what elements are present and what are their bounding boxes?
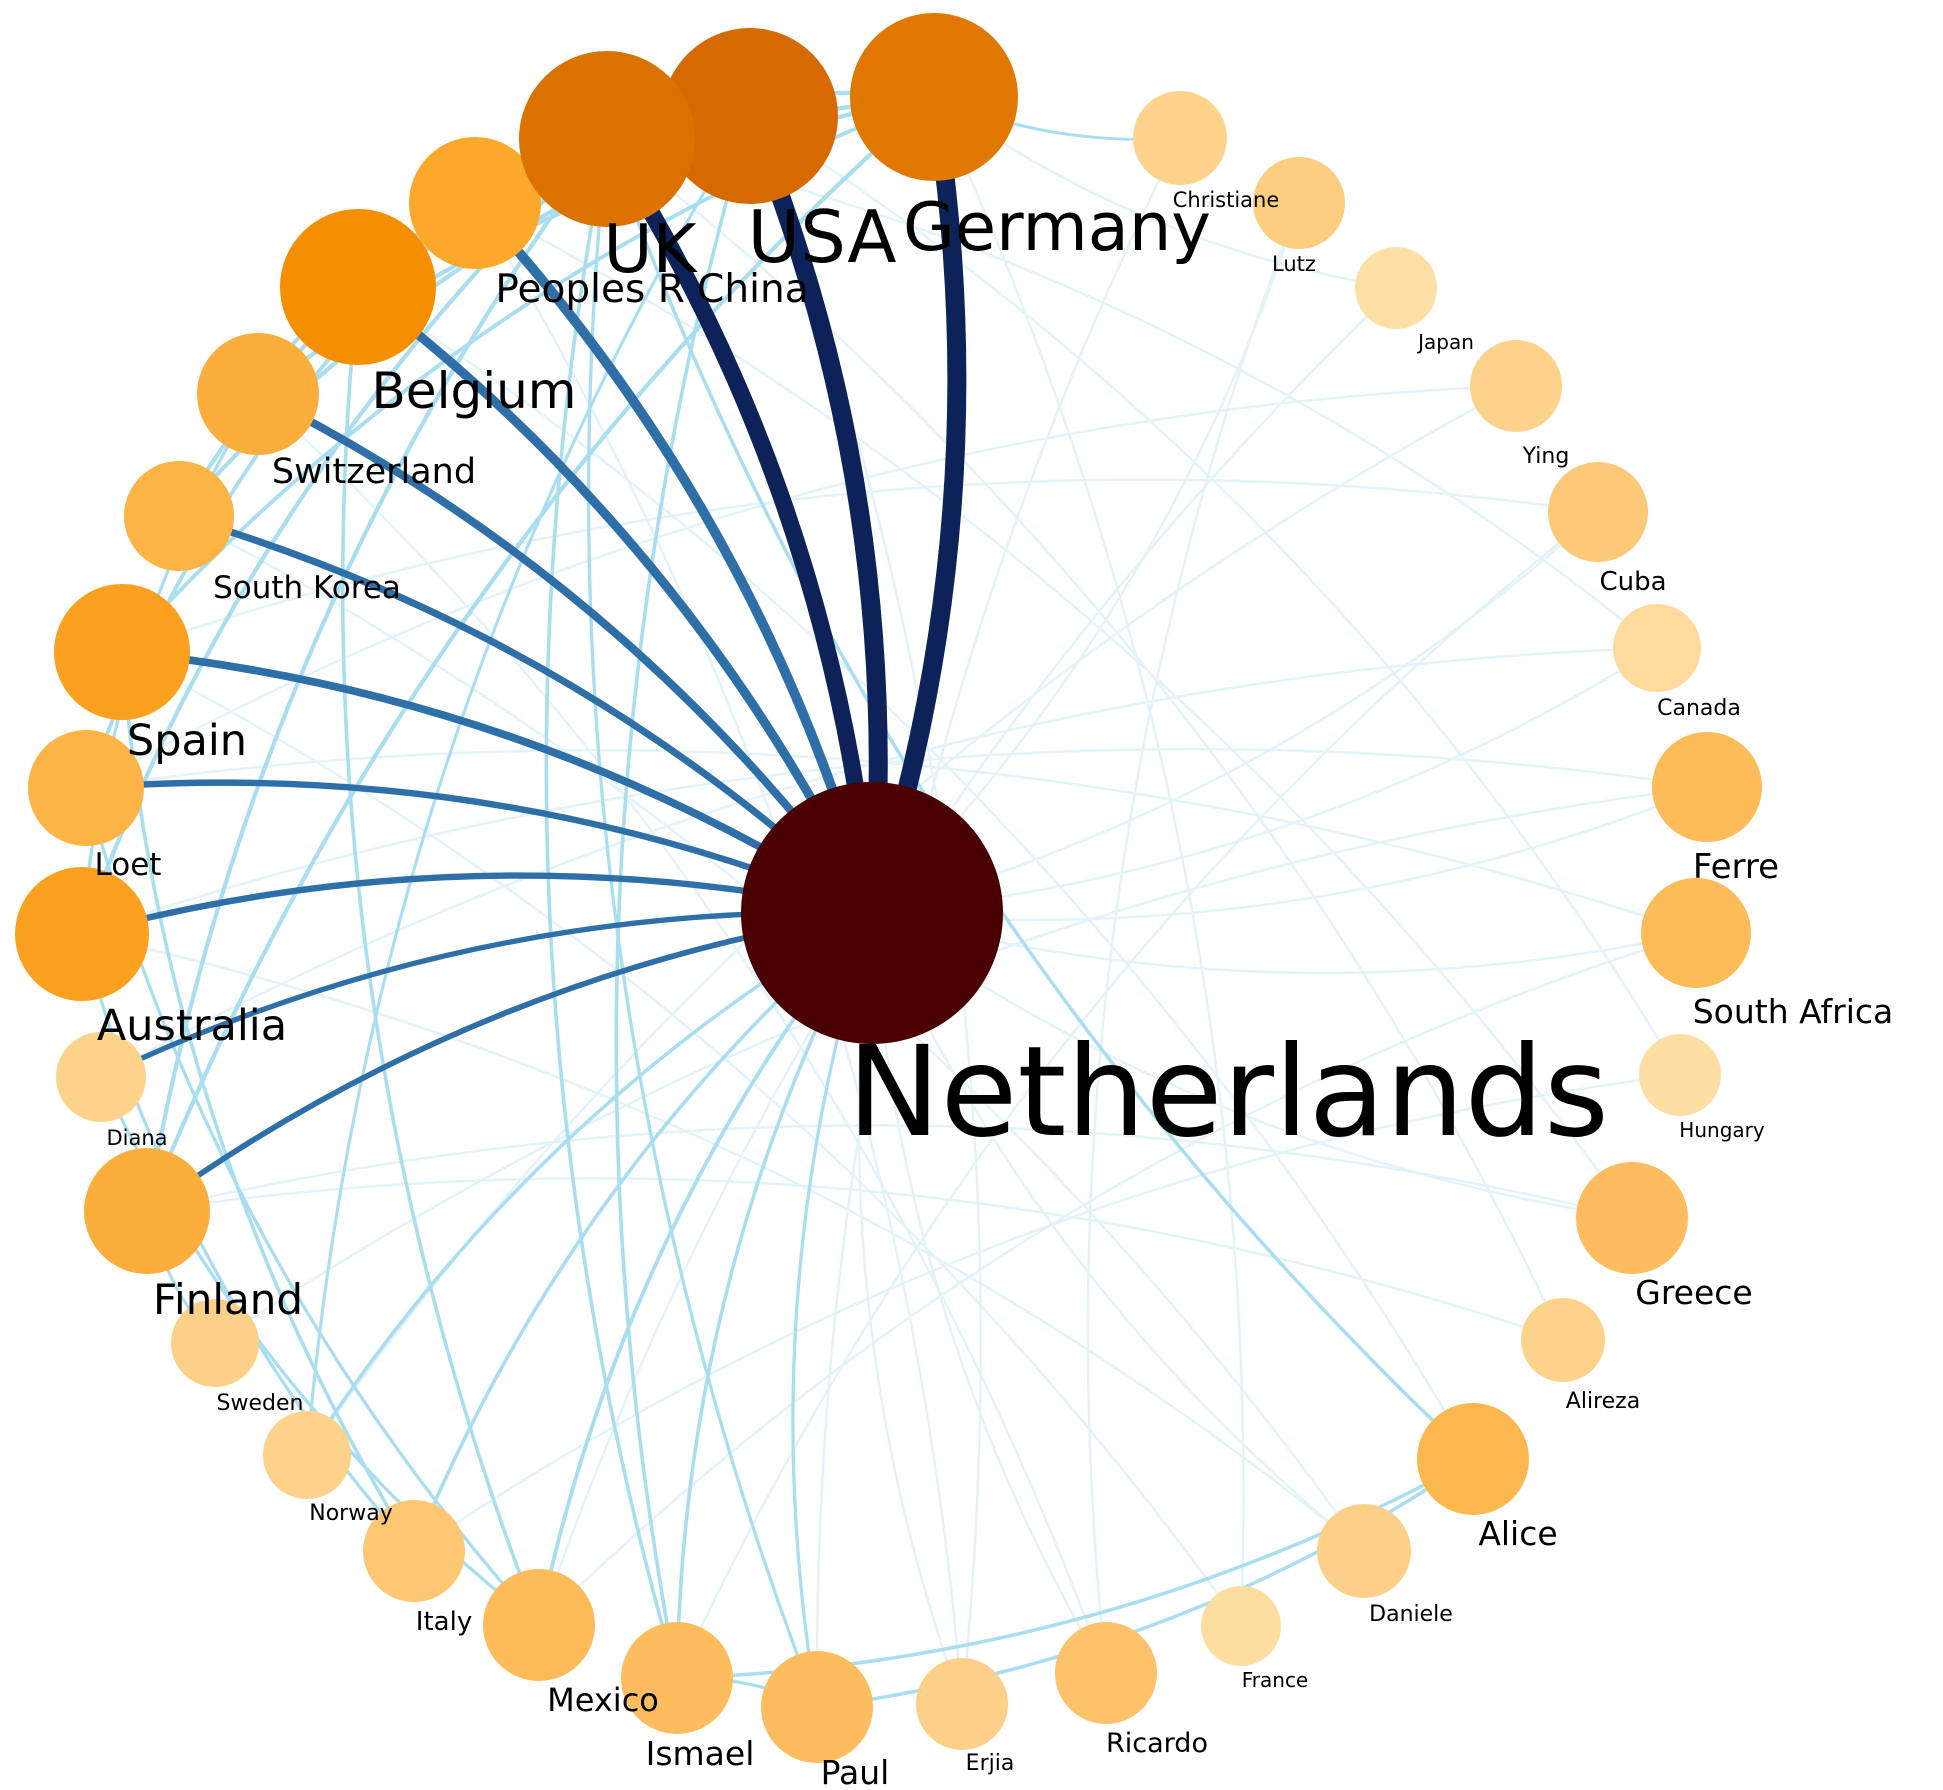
- edge-france-germany: [932, 95, 1245, 1628]
- edge-usa-ismael: [614, 114, 752, 1680]
- node-christiane: [1133, 91, 1227, 185]
- label-usa: USA: [748, 195, 897, 279]
- edge-usa-norway: [305, 114, 752, 1457]
- edge-belgium-mexico: [340, 285, 541, 1627]
- label-erjia: Erjia: [966, 1751, 1015, 1776]
- label-ricardo: Ricardo: [1106, 1728, 1208, 1759]
- label-spain: Spain: [127, 716, 247, 766]
- node-alireza: [1521, 1298, 1605, 1382]
- node-japan: [1355, 247, 1437, 329]
- node-south-africa: [1641, 878, 1751, 988]
- edge-hungary-usa: [748, 114, 1682, 1077]
- node-italy: [363, 1500, 465, 1602]
- node-australia: [15, 867, 149, 1001]
- label-cuba: Cuba: [1599, 567, 1666, 597]
- edge-uk-ismael: [544, 137, 679, 1680]
- edge-alice-belgium: [356, 285, 1475, 1461]
- node-sweden: [171, 1299, 259, 1387]
- node-norway: [263, 1411, 351, 1499]
- label-ferre: Ferre: [1693, 847, 1779, 887]
- label-loet: Loet: [95, 847, 162, 883]
- node-daniele: [1317, 1504, 1411, 1598]
- node-canada: [1613, 604, 1701, 692]
- label-japan: Japan: [1416, 330, 1474, 354]
- edge-cuba-ismael: [675, 510, 1600, 1680]
- label-alireza: Alireza: [1566, 1389, 1640, 1414]
- label-canada: Canada: [1657, 696, 1741, 721]
- node-mexico: [483, 1569, 595, 1681]
- node-erjia: [916, 1658, 1008, 1750]
- node-belgium: [280, 209, 436, 365]
- label-hungary: Hungary: [1679, 1118, 1765, 1142]
- node-ismael: [621, 1622, 733, 1734]
- label-australia: Australia: [97, 1001, 287, 1051]
- label-switzerland: Switzerland: [272, 452, 476, 492]
- edge-ricardo-switzerland: [256, 392, 1108, 1675]
- node-diana: [56, 1032, 146, 1122]
- label-south-africa: South Africa: [1693, 992, 1894, 1031]
- node-paul: [761, 1651, 873, 1763]
- node-ying: [1470, 340, 1562, 432]
- edge-greece-finland: [145, 1124, 1634, 1220]
- label-greece: Greece: [1635, 1273, 1752, 1312]
- label-south-korea: South Korea: [213, 570, 401, 606]
- node-netherlands: [741, 782, 1003, 1044]
- label-norway: Norway: [309, 1501, 392, 1526]
- label-diana: Diana: [106, 1126, 167, 1150]
- node-usa: [662, 28, 838, 204]
- label-christiane: Christiane: [1173, 188, 1280, 212]
- label-daniele: Daniele: [1369, 1602, 1453, 1627]
- node-layer: [15, 13, 1762, 1763]
- node-south-korea: [124, 461, 234, 571]
- label-paul: Paul: [821, 1753, 890, 1790]
- node-finland: [84, 1148, 210, 1274]
- node-switzerland: [197, 333, 319, 455]
- label-ismael: Ismael: [646, 1734, 755, 1773]
- node-france: [1201, 1586, 1281, 1666]
- label-ying: Ying: [1522, 444, 1570, 469]
- node-spain: [54, 584, 190, 720]
- label-alice: Alice: [1478, 1514, 1557, 1553]
- label-lutz: Lutz: [1272, 252, 1316, 276]
- edge-australia-italy: [80, 932, 416, 1553]
- label-italy: Italy: [416, 1607, 472, 1637]
- label-finland: Finland: [153, 1275, 303, 1324]
- edge-south_africa-loet: [84, 749, 1698, 935]
- label-netherlands: Netherlands: [847, 1020, 1609, 1165]
- label-belgium: Belgium: [372, 362, 577, 420]
- label-france: France: [1242, 1668, 1309, 1692]
- node-greece: [1576, 1162, 1688, 1274]
- label-germany: Germany: [903, 188, 1211, 266]
- node-germany: [850, 13, 1018, 181]
- node-alice: [1417, 1403, 1529, 1515]
- label-uk: UK: [604, 210, 699, 288]
- node-ricardo: [1055, 1622, 1157, 1724]
- edge-lutz-ricardo: [1086, 201, 1301, 1675]
- edge-daniele-australia: [80, 932, 1366, 1553]
- edge-greece-peoples_r_china: [473, 201, 1634, 1220]
- node-loet: [28, 730, 144, 846]
- node-ferre: [1652, 732, 1762, 842]
- label-mexico: Mexico: [547, 1681, 659, 1719]
- label-sweden: Sweden: [217, 1391, 304, 1416]
- node-cuba: [1548, 462, 1648, 562]
- node-lutz: [1253, 157, 1345, 249]
- edge-france-spain: [120, 650, 1243, 1628]
- node-peoples-r-china: [409, 137, 541, 269]
- node-hungary: [1639, 1034, 1721, 1116]
- edge-alireza-finland: [145, 1177, 1565, 1342]
- label-peoples-r-china: Peoples R China: [495, 267, 808, 312]
- node-uk: [519, 51, 695, 227]
